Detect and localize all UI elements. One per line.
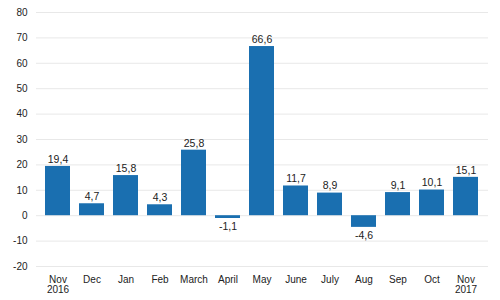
svg-text:July: July xyxy=(321,274,339,285)
svg-text:Sep: Sep xyxy=(389,274,407,285)
svg-text:May: May xyxy=(253,274,272,285)
svg-text:Nov2017: Nov2017 xyxy=(455,274,478,295)
svg-text:Feb: Feb xyxy=(151,274,169,285)
svg-text:April: April xyxy=(218,274,238,285)
svg-text:50: 50 xyxy=(16,83,28,94)
svg-text:80: 80 xyxy=(16,7,28,18)
svg-text:Nov2016: Nov2016 xyxy=(47,274,70,295)
svg-text:10: 10 xyxy=(16,185,28,196)
svg-text:0: 0 xyxy=(22,210,28,221)
svg-text:15,8: 15,8 xyxy=(116,162,137,174)
svg-text:Dec: Dec xyxy=(83,274,101,285)
svg-text:Aug: Aug xyxy=(355,274,373,285)
svg-text:9,1: 9,1 xyxy=(391,179,406,191)
svg-text:60: 60 xyxy=(16,58,28,69)
svg-text:-20: -20 xyxy=(13,261,28,272)
svg-text:40: 40 xyxy=(16,108,28,119)
svg-text:66,6: 66,6 xyxy=(252,33,273,45)
svg-text:-4,6: -4,6 xyxy=(355,229,373,241)
svg-text:19,4: 19,4 xyxy=(48,153,69,165)
svg-text:-10: -10 xyxy=(13,235,28,246)
svg-text:20: 20 xyxy=(16,159,28,170)
svg-text:70: 70 xyxy=(16,32,28,43)
svg-text:30: 30 xyxy=(16,134,28,145)
svg-text:8,9: 8,9 xyxy=(323,179,338,191)
svg-text:Jan: Jan xyxy=(118,274,134,285)
svg-text:4,3: 4,3 xyxy=(153,191,168,203)
svg-text:15,1: 15,1 xyxy=(456,164,477,176)
svg-text:Oct: Oct xyxy=(424,274,440,285)
svg-text:4,7: 4,7 xyxy=(85,190,100,202)
svg-text:March: March xyxy=(180,274,208,285)
svg-text:25,8: 25,8 xyxy=(184,137,205,149)
svg-text:10,1: 10,1 xyxy=(422,176,443,188)
svg-text:-1,1: -1,1 xyxy=(219,220,237,232)
svg-text:11,7: 11,7 xyxy=(286,172,306,184)
svg-text:June: June xyxy=(285,274,307,285)
